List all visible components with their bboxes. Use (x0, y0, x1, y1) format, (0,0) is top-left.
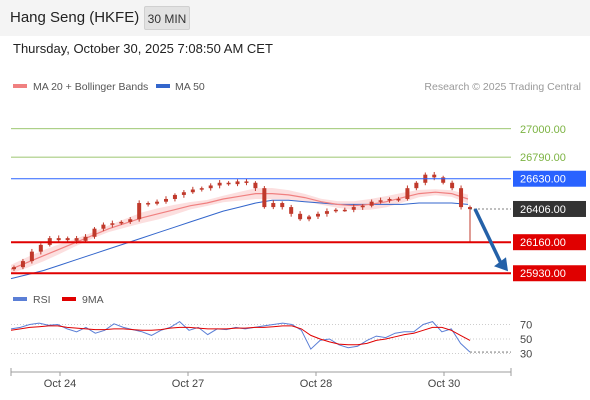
candle-body (324, 211, 329, 214)
level-25930-00-tag (513, 265, 586, 282)
rsi-line (10, 320, 471, 353)
price-levels: 27000.00 26790.00 26630.00 26406.00 26160.00… (11, 124, 586, 282)
timeframe-badge[interactable]: 30 MIN (144, 6, 190, 30)
candle-body (65, 238, 70, 241)
report-datetime: Thursday, October 30, 2025 7:08:50 AM CE… (13, 41, 273, 56)
rsi-ma-legend-label: 9MA (82, 294, 104, 306)
rsi-ma-line (10, 325, 471, 346)
candle-body (396, 198, 401, 201)
candle-body (146, 203, 151, 205)
copyright-text: Research © 2025 Trading Central (424, 81, 581, 93)
candle-body (307, 216, 312, 220)
candle-body (459, 188, 464, 208)
ma20-line (10, 191, 469, 270)
ma50-legend-label: MA 50 (175, 81, 205, 93)
rsi-legend-label: RSI (33, 294, 51, 306)
candle-body (181, 192, 186, 195)
ma50-line (10, 199, 469, 280)
x-axis: Oct 24 Oct 27 Oct 28 Oct 30 (10, 368, 512, 390)
level-26160-00-tag (513, 234, 586, 251)
rsi-legend-swatch (13, 297, 27, 301)
candle-body (164, 198, 168, 202)
ma50-legend-swatch (156, 84, 170, 88)
candle-body (369, 201, 374, 206)
level-26630-00-label: 26630.00 (520, 174, 566, 186)
candle-body (271, 203, 276, 208)
candle-body (253, 182, 258, 189)
candle-body (333, 209, 338, 212)
candle-body (387, 198, 392, 201)
candle-body (280, 203, 285, 208)
level-26630-00-tag (513, 170, 586, 187)
ma20-legend-swatch (13, 84, 27, 88)
rsi-ma-legend-swatch (62, 297, 76, 301)
candle-body (110, 223, 115, 225)
x-tick-label: Oct 28 (300, 378, 332, 390)
rsi-layer: 70 50 30 (10, 320, 532, 361)
candle-body (235, 181, 240, 185)
forecast-arrow-head (494, 257, 508, 272)
candle-body (414, 182, 419, 189)
rsi-tick-label: 50 (520, 334, 532, 346)
level-26160-00-label: 26160.00 (520, 237, 566, 249)
candle-body (298, 213, 303, 220)
candle-body (342, 209, 347, 212)
candle-body (378, 200, 383, 202)
candle-body (226, 182, 231, 185)
level-27000-00-label: 27000.00 (520, 124, 566, 136)
candle-body (56, 238, 61, 241)
candle-body (119, 221, 124, 224)
candle-body (351, 207, 356, 210)
header-bar (0, 0, 590, 36)
level-26790-00-label: 26790.00 (520, 152, 566, 164)
candle-body (12, 267, 16, 270)
candle-body (29, 251, 34, 262)
candle-body (137, 203, 142, 220)
candle-body (83, 236, 88, 241)
x-tick-label: Oct 30 (428, 378, 460, 390)
candle-body (74, 238, 79, 241)
level-26406-00-label: 26406.00 (520, 204, 566, 216)
instrument-title: Hang Seng (HKFE) (10, 9, 140, 26)
candle-body (190, 189, 195, 193)
candle-body (128, 219, 133, 222)
candle-body (199, 188, 204, 190)
x-tick-label: Oct 27 (172, 378, 204, 390)
price-layer (10, 171, 472, 280)
candle-body (217, 182, 222, 186)
ma20-legend-label: MA 20 + Bollinger Bands (33, 81, 148, 93)
candle-body (20, 261, 25, 268)
candle-body (450, 182, 455, 189)
candle-body (316, 213, 320, 217)
candle-body (289, 207, 294, 214)
bollinger-band (11, 188, 468, 274)
candle-body (155, 201, 160, 204)
candle-body (360, 205, 365, 208)
level-26406-00-tag (513, 200, 586, 217)
rsi-tick-label: 30 (520, 349, 532, 361)
candle-body (172, 194, 177, 199)
candle-body (244, 181, 249, 183)
candle-body (432, 174, 437, 178)
candle-body (38, 244, 43, 252)
rsi-tick-label: 70 (520, 320, 532, 332)
x-tick-label: Oct 24 (44, 378, 76, 390)
candle-body (101, 224, 106, 229)
forecast-arrow-shaft (473, 208, 503, 265)
candle-body (208, 185, 213, 189)
candle-body (92, 228, 97, 237)
level-25930-00-label: 25930.00 (520, 268, 566, 280)
candle-body (441, 177, 446, 183)
candle-body (405, 188, 410, 199)
candle-body (262, 188, 267, 208)
